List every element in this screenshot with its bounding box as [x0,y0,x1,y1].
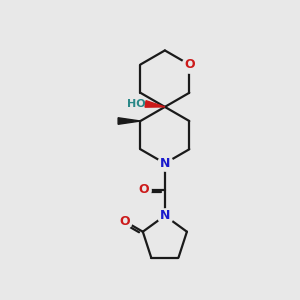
Text: HO: HO [127,99,146,109]
Text: O: O [138,183,149,196]
Text: O: O [119,214,130,227]
Polygon shape [145,101,165,107]
Text: N: N [160,209,170,222]
Text: O: O [184,58,195,71]
Polygon shape [118,118,140,124]
Text: N: N [160,157,170,170]
